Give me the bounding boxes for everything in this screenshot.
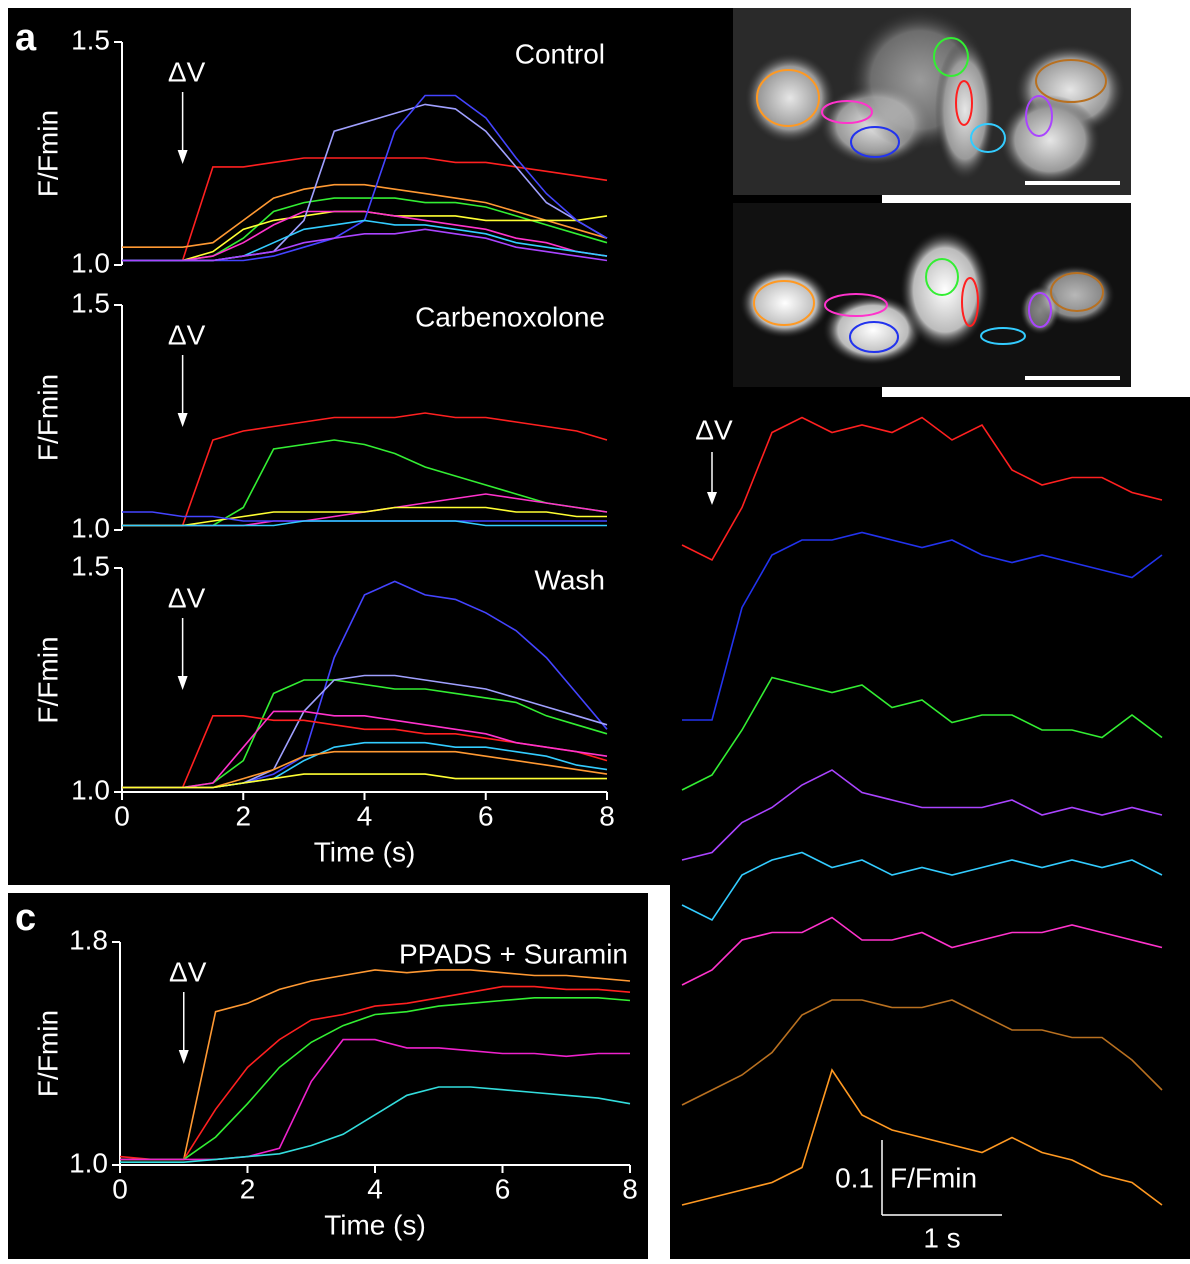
y-tick-label: 1.0: [71, 774, 110, 805]
chart-title: Control: [515, 38, 605, 69]
trace: [122, 228, 608, 262]
y-tick-label: 1.5: [71, 287, 110, 318]
trace: [120, 1038, 630, 1161]
image-2: [733, 203, 1131, 387]
stimulus-label: ΔV: [168, 582, 206, 613]
chart-title: Wash: [534, 564, 605, 595]
y-tick-label: 1.0: [71, 512, 110, 543]
stimulus-label: ΔV: [168, 319, 206, 350]
trace: [681, 769, 1163, 861]
y-axis-label: F/Fmin: [32, 1010, 63, 1097]
trace: [122, 412, 608, 527]
trace: [681, 1068, 1163, 1206]
panel-label: a: [15, 17, 37, 59]
stimulus-arrowhead: [707, 492, 717, 505]
x-tick-label: 8: [622, 1173, 638, 1204]
y-tick-label: 1.5: [71, 550, 110, 581]
y-tick-label: 1.0: [69, 1147, 108, 1178]
scale-bar-x-label: 1 s: [923, 1222, 960, 1253]
trace: [681, 916, 1163, 986]
y-tick-label: 1.5: [71, 24, 110, 55]
x-axis-label: Time (s): [314, 836, 416, 867]
trace: [122, 710, 608, 789]
trace: [122, 183, 608, 248]
x-tick-label: 0: [114, 800, 130, 831]
stimulus-arrowhead: [177, 150, 188, 164]
y-axis-label: F/Fmin: [32, 374, 63, 461]
x-tick-label: 6: [478, 800, 494, 831]
chart-title: PPADS + Suramin: [399, 938, 628, 969]
x-tick-label: 2: [240, 1173, 256, 1204]
trace: [122, 773, 607, 789]
chart-title: Carbenoxolone: [415, 301, 605, 332]
trace: [119, 985, 631, 1161]
x-tick-label: 0: [112, 1173, 128, 1204]
trace: [681, 676, 1163, 791]
trace: [122, 506, 607, 527]
trace: [681, 999, 1163, 1106]
trace: [122, 157, 608, 262]
y-tick-label: 1.8: [69, 924, 108, 955]
trace: [120, 1086, 631, 1163]
stimulus-label: ΔV: [168, 56, 206, 87]
panel-c-bg: [8, 893, 648, 1259]
y-tick-label: 1.0: [71, 247, 110, 278]
x-tick-label: 8: [599, 800, 615, 831]
panel-label: b: [680, 19, 703, 61]
trace: [681, 416, 1163, 562]
x-tick-label: 4: [367, 1173, 383, 1204]
trace: [122, 210, 608, 262]
panel-label: c: [15, 897, 36, 939]
y-axis-label: F/Fmin: [32, 110, 63, 197]
stimulus-arrowhead: [177, 413, 188, 427]
stimulus-arrowhead: [178, 1050, 189, 1064]
x-axis-label: Time (s): [324, 1209, 426, 1240]
scale-bar-y-unit: F/Fmin: [890, 1162, 977, 1193]
trace: [682, 531, 1163, 721]
stimulus-label: ΔV: [695, 414, 733, 445]
trace: [120, 969, 631, 1161]
stimulus-arrowhead: [177, 676, 188, 690]
x-tick-label: 2: [235, 800, 251, 831]
panel-b-traces-bg: [670, 397, 1190, 1259]
stimulus-label: ΔV: [169, 956, 207, 987]
trace: [681, 851, 1163, 922]
x-tick-label: 4: [357, 800, 373, 831]
y-axis-label: F/Fmin: [32, 636, 63, 723]
trace: [120, 997, 631, 1161]
scale-bar-y-label: 0.1: [835, 1162, 874, 1193]
image-1: [733, 8, 1131, 195]
trace: [122, 520, 607, 527]
x-tick-label: 6: [495, 1173, 511, 1204]
